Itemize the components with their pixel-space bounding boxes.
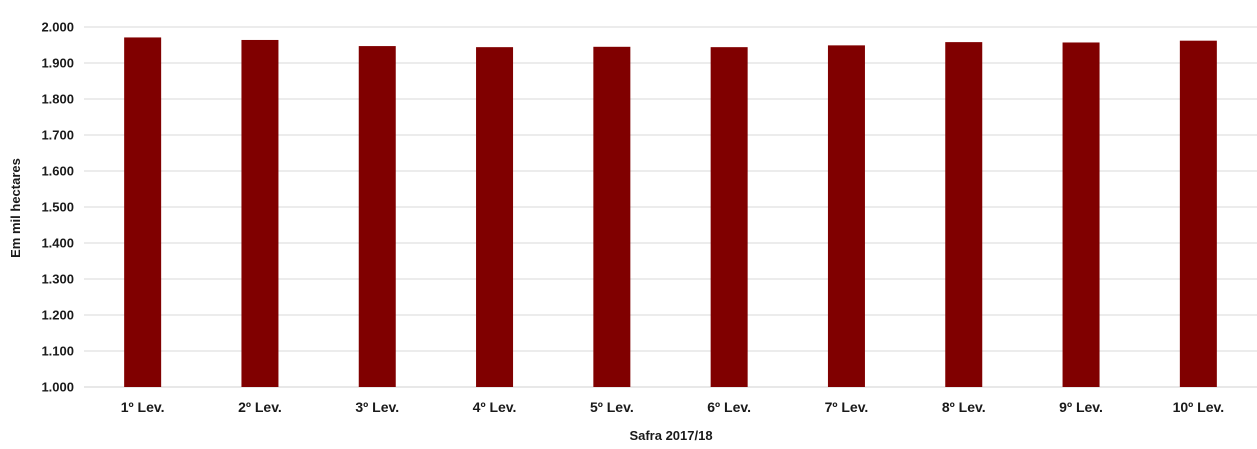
- gridlines: [84, 26, 1257, 388]
- bar: [593, 46, 631, 388]
- bar: [241, 39, 279, 388]
- bar: [1062, 42, 1100, 387]
- y-tick-labels: 1.000 1.100 1.200 1.300 1.400 1.500 1.600 1.700…: [41, 20, 74, 395]
- y-tick-label: 1.800: [41, 92, 74, 107]
- y-tick-label: 1.100: [41, 344, 74, 359]
- x-tick-label: 4º Lev.: [473, 399, 517, 415]
- x-tick-label: 2º Lev.: [238, 399, 282, 415]
- x-tick-label: 1º Lev.: [121, 399, 165, 415]
- bar: [710, 47, 748, 387]
- y-tick-label: 1.000: [41, 380, 74, 395]
- y-tick-label: 1.600: [41, 164, 74, 179]
- bar: [827, 45, 865, 388]
- bar: [476, 47, 514, 387]
- y-tick-label: 1.700: [41, 128, 74, 143]
- bar: [945, 42, 983, 388]
- x-axis-label: Safra 2017/18: [629, 428, 712, 443]
- x-tick-labels: 1º Lev. 2º Lev. 3º Lev. 4º Lev. 5º Lev. 6º Le…: [121, 399, 1224, 415]
- y-tick-label: 1.200: [41, 308, 74, 323]
- y-axis-label: Em mil hectares: [8, 158, 23, 258]
- bars: [124, 37, 1217, 388]
- y-tick-label: 1.300: [41, 272, 74, 287]
- y-tick-label: 1.900: [41, 56, 74, 71]
- x-tick-label: 9º Lev.: [1059, 399, 1103, 415]
- bar: [358, 46, 396, 387]
- y-tick-label: 2.000: [41, 20, 74, 35]
- x-tick-label: 7º Lev.: [825, 399, 869, 415]
- y-tick-label: 1.500: [41, 200, 74, 215]
- x-tick-label: 5º Lev.: [590, 399, 634, 415]
- bar: [124, 37, 162, 387]
- x-tick-label: 6º Lev.: [707, 399, 751, 415]
- x-tick-label: 3º Lev.: [355, 399, 399, 415]
- x-tick-label: 8º Lev.: [942, 399, 986, 415]
- x-tick-label: 10º Lev.: [1173, 399, 1225, 415]
- bar: [1179, 40, 1217, 388]
- y-tick-label: 1.400: [41, 236, 74, 251]
